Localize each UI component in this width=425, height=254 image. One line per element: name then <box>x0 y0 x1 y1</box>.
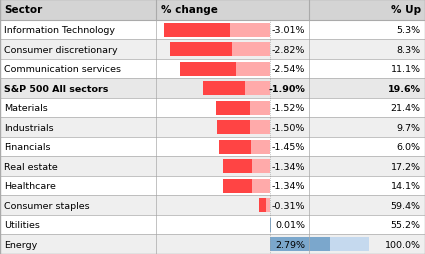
Text: -1.52%: -1.52% <box>272 104 305 113</box>
Bar <box>223 160 252 173</box>
Bar <box>259 198 266 212</box>
Bar <box>0 137 425 157</box>
Text: 100.0%: 100.0% <box>385 240 421 249</box>
Text: Healthcare: Healthcare <box>4 182 56 190</box>
Bar <box>0 234 425 254</box>
Text: -1.34%: -1.34% <box>272 162 305 171</box>
Text: 8.3%: 8.3% <box>397 45 421 54</box>
Text: 2.79%: 2.79% <box>275 240 305 249</box>
Bar <box>223 179 270 193</box>
Bar <box>219 140 251 154</box>
Bar <box>0 196 425 215</box>
Text: Financials: Financials <box>4 143 51 152</box>
Bar <box>219 140 270 154</box>
Bar <box>0 99 425 118</box>
Text: Information Technology: Information Technology <box>4 26 115 35</box>
Bar <box>0 118 425 137</box>
Text: Consumer discretionary: Consumer discretionary <box>4 45 118 54</box>
Bar <box>270 237 330 251</box>
Bar <box>217 121 270 135</box>
Text: 9.7%: 9.7% <box>397 123 421 132</box>
Text: Utilities: Utilities <box>4 220 40 229</box>
Text: 5.3%: 5.3% <box>397 26 421 35</box>
Bar <box>0 21 425 40</box>
Text: Consumer staples: Consumer staples <box>4 201 90 210</box>
Text: -3.01%: -3.01% <box>272 26 305 35</box>
Text: 55.2%: 55.2% <box>391 220 421 229</box>
Text: 17.2%: 17.2% <box>391 162 421 171</box>
Text: 19.6%: 19.6% <box>388 84 421 93</box>
Text: -1.45%: -1.45% <box>272 143 305 152</box>
Text: -0.31%: -0.31% <box>272 201 305 210</box>
Text: 14.1%: 14.1% <box>391 182 421 190</box>
Text: -1.34%: -1.34% <box>272 182 305 190</box>
Bar <box>203 82 245 96</box>
Text: Materials: Materials <box>4 104 48 113</box>
Bar <box>0 0 425 21</box>
Text: Real estate: Real estate <box>4 162 58 171</box>
Bar <box>270 237 369 251</box>
Text: S&P 500 All sectors: S&P 500 All sectors <box>4 84 109 93</box>
Bar <box>223 179 252 193</box>
Text: -2.82%: -2.82% <box>272 45 305 54</box>
Text: 11.1%: 11.1% <box>391 65 421 74</box>
Bar <box>0 176 425 196</box>
Text: 59.4%: 59.4% <box>391 201 421 210</box>
Text: Industrials: Industrials <box>4 123 54 132</box>
Bar <box>170 43 232 57</box>
Bar <box>223 160 270 173</box>
Text: % change: % change <box>161 5 218 15</box>
Bar <box>0 157 425 176</box>
Text: -1.90%: -1.90% <box>269 84 305 93</box>
Text: 6.0%: 6.0% <box>397 143 421 152</box>
Bar <box>0 60 425 79</box>
Bar <box>170 43 270 57</box>
Bar <box>0 79 425 99</box>
Bar <box>180 62 270 76</box>
Bar <box>180 62 236 76</box>
Bar <box>259 198 270 212</box>
Text: -2.54%: -2.54% <box>272 65 305 74</box>
Text: Energy: Energy <box>4 240 37 249</box>
Text: Communication services: Communication services <box>4 65 121 74</box>
Text: 21.4%: 21.4% <box>391 104 421 113</box>
Bar <box>217 121 250 135</box>
Bar <box>216 101 270 115</box>
Text: 0.01%: 0.01% <box>275 220 305 229</box>
Bar <box>164 24 270 38</box>
Text: -1.50%: -1.50% <box>272 123 305 132</box>
Bar <box>0 215 425 235</box>
Bar <box>164 24 230 38</box>
Text: Sector: Sector <box>4 5 43 15</box>
Text: % Up: % Up <box>391 5 421 15</box>
Bar <box>203 82 270 96</box>
Bar <box>216 101 250 115</box>
Bar <box>0 40 425 60</box>
